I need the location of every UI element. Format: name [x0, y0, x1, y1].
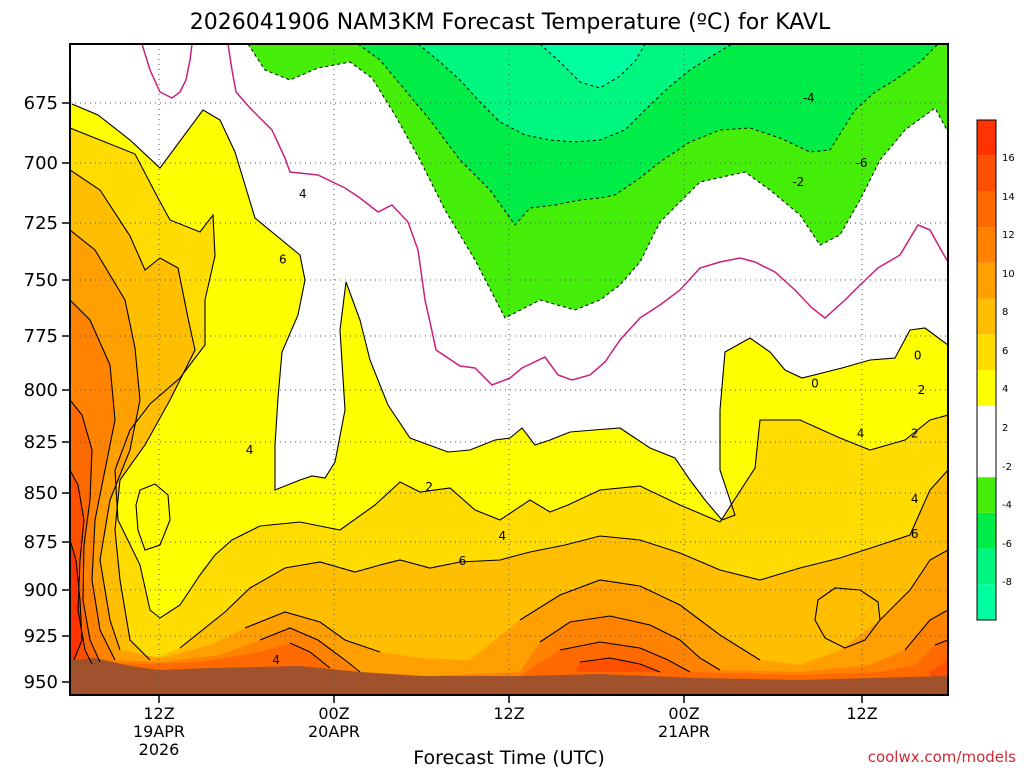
contour-label: 6 — [279, 252, 287, 266]
contour-label: 6 — [459, 554, 467, 568]
band-4-to-6 — [70, 128, 948, 695]
contour-minus4 — [357, 44, 939, 226]
contour-label: 4 — [857, 427, 865, 441]
contour-label: 4 — [499, 529, 507, 543]
contour-plus12 — [70, 399, 948, 673]
contour-plus10 — [70, 299, 948, 673]
band-minus8-to-minus10 — [540, 44, 645, 88]
y-tick-label: 900 — [24, 580, 58, 601]
cold-contour-lines — [247, 44, 948, 319]
contour-label: 4 — [246, 443, 254, 457]
contour-label: 4 — [911, 492, 919, 506]
colorbar-label: -8 — [1002, 577, 1012, 588]
contour-small-pocket — [814, 587, 881, 649]
colorbar-swatch — [977, 477, 996, 513]
colorbar-swatch — [977, 227, 996, 263]
y-tick-label: 850 — [24, 483, 58, 504]
contour-plus16 — [70, 539, 83, 661]
band-16-to-18 — [70, 540, 82, 660]
colorbar-label: 2 — [1002, 423, 1008, 434]
x-tick-label-date: 19APR — [133, 722, 185, 741]
contour-label: 2 — [918, 383, 926, 397]
y-tick-label: 725 — [24, 213, 58, 234]
colorbar-frame — [976, 119, 997, 621]
contour-label: 2 — [425, 480, 433, 494]
contour-label: 4 — [272, 653, 280, 667]
contour-minus2 — [247, 44, 948, 319]
contour-plus6 — [70, 169, 948, 661]
contour-minus6 — [417, 44, 733, 143]
contour-zero — [141, 44, 948, 386]
y-tick-label: 875 — [24, 532, 58, 553]
y-tick-label: 775 — [24, 326, 58, 347]
x-tick-label: 00Z — [318, 704, 349, 723]
y-tick-label: 700 — [24, 153, 58, 174]
band-12-to-14 — [70, 400, 948, 695]
x-axis: 12Z 19APR 2026 00Z 20APR 12Z 00Z 21APR 1… — [133, 695, 878, 759]
colorbar-label: -6 — [1002, 539, 1012, 550]
colorbar-label: 10 — [1002, 269, 1015, 280]
colorbar-swatch — [977, 298, 996, 335]
contour-plus8 — [70, 229, 948, 661]
band-minus6-to-minus8 — [418, 44, 732, 142]
x-tick-label-date: 21APR — [658, 722, 710, 741]
y-tick-label: 825 — [24, 432, 58, 453]
contour-warm-pocket — [135, 483, 171, 551]
colorbar-swatch — [977, 512, 996, 549]
contour-label: 0 — [914, 348, 922, 362]
contour-label-group: -4 -6 -2 0 0 2 2 2 4 4 4 4 4 4 6 6 6 — [246, 91, 925, 667]
colorbar-swatches — [977, 120, 996, 620]
colorbar-swatch — [977, 262, 996, 299]
colorbar-label: 4 — [1002, 384, 1008, 395]
colorbar-swatch — [977, 334, 996, 370]
y-tick-label: 800 — [24, 380, 58, 401]
colorbar-swatch — [977, 405, 996, 478]
contour-plus14 — [70, 469, 661, 673]
colorbar-swatch — [977, 584, 996, 620]
colorbar-label: 6 — [1002, 346, 1008, 357]
colorbar-swatch — [977, 155, 996, 192]
x-tick-label: 12Z — [846, 704, 877, 723]
ground — [70, 658, 948, 695]
x-tick-label-date: 20APR — [308, 722, 360, 741]
contour-label: 0 — [811, 377, 819, 391]
colorbar: 16 14 12 10 8 6 4 2 -2 -4 -6 -8 — [976, 119, 1015, 621]
colorbar-swatch — [977, 548, 996, 585]
chart-title: 2026041906 NAM3KM Forecast Temperature (… — [190, 10, 831, 35]
band-8-to-10 — [70, 230, 948, 695]
x-tick-label: 12Z — [493, 704, 524, 723]
colorbar-swatch — [977, 191, 996, 228]
colorbar-label: 14 — [1002, 192, 1015, 203]
contour-label: -6 — [856, 156, 868, 170]
contour-label: 4 — [299, 187, 307, 201]
x-tick-label: 12Z — [143, 704, 174, 723]
credit-link[interactable]: coolwx.com/models — [868, 748, 1016, 766]
colorbar-swatch — [977, 370, 996, 406]
colorbar-swatch — [977, 120, 996, 156]
y-tick-label: 750 — [24, 270, 58, 291]
contour-plus4 — [70, 127, 948, 619]
contour-plus2 — [71, 103, 948, 521]
gridlines — [70, 44, 948, 695]
colorbar-label: 16 — [1002, 153, 1015, 164]
x-axis-title: Forecast Time (UTC) — [413, 747, 604, 768]
x-tick-label: 00Z — [668, 704, 699, 723]
plot-area: -4 -6 -2 0 0 2 2 2 4 4 4 4 4 4 6 6 6 — [70, 44, 948, 695]
y-tick-label: 675 — [24, 93, 58, 114]
colorbar-label: -4 — [1002, 500, 1012, 511]
y-axis: 675 700 725 750 775 800 825 850 875 900 … — [24, 93, 70, 693]
x-tick-label-year: 2026 — [139, 740, 180, 759]
contour-label: 6 — [911, 527, 919, 541]
contour-lines — [70, 103, 948, 673]
contour-label: -2 — [792, 175, 804, 189]
contour-label: 2 — [911, 427, 919, 441]
colorbar-label: 12 — [1002, 230, 1015, 241]
colorbar-label: 8 — [1002, 307, 1008, 318]
colorbar-label: -2 — [1002, 462, 1012, 473]
contour-label: -4 — [803, 91, 815, 105]
y-tick-label: 950 — [24, 672, 58, 693]
y-tick-label: 925 — [24, 626, 58, 647]
contour-minus8 — [539, 44, 646, 89]
